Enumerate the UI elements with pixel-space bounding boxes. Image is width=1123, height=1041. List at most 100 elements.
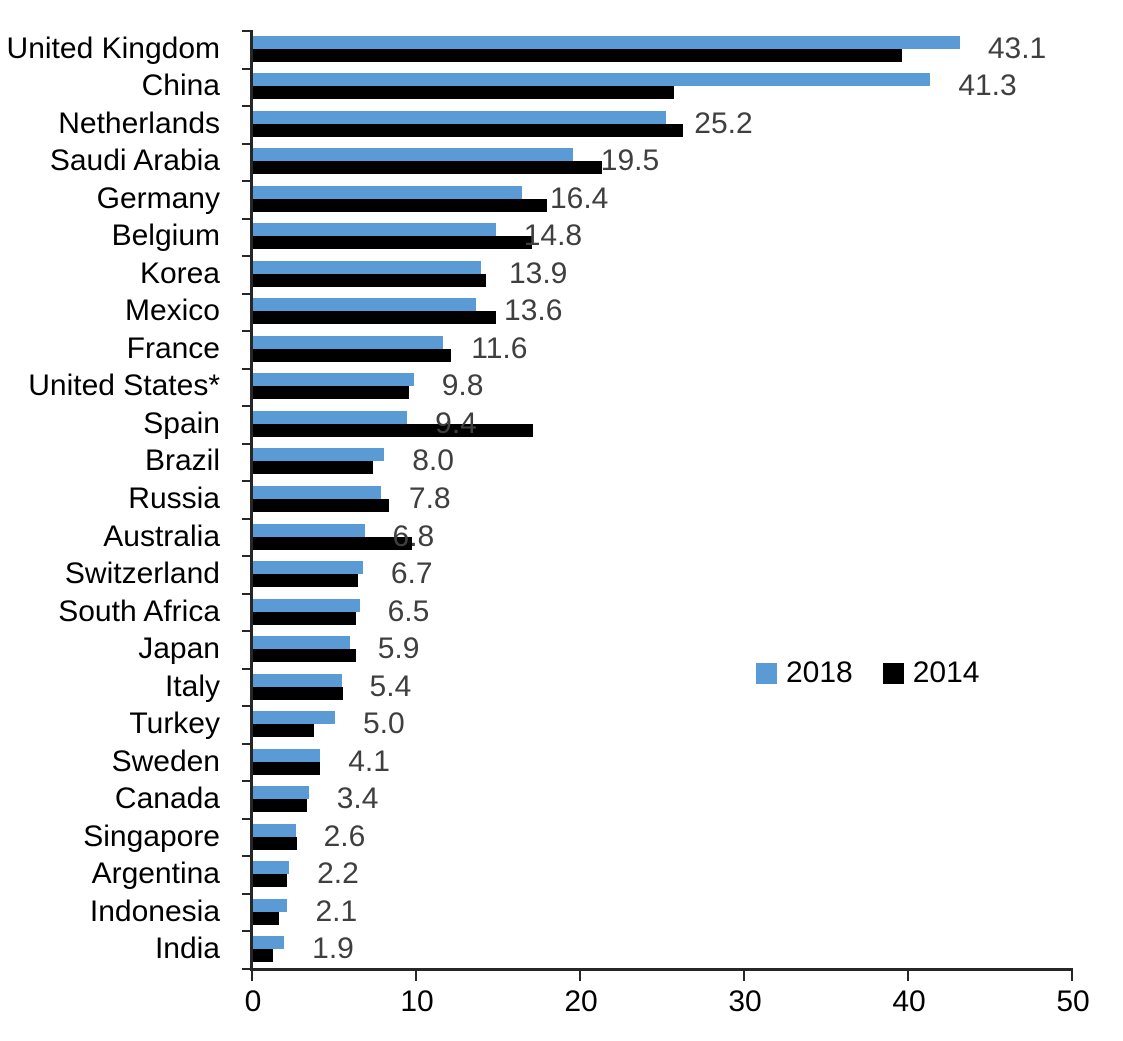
data-label: 25.2 — [694, 106, 753, 140]
bar-2014 — [253, 348, 452, 362]
bar-2014 — [253, 949, 273, 963]
y-axis-tick — [242, 217, 250, 220]
category-label: Korea — [139, 256, 220, 290]
bar-2018 — [253, 73, 931, 87]
bar-2018 — [253, 298, 477, 312]
bar-2014 — [253, 198, 547, 212]
data-label: 5.4 — [369, 669, 412, 703]
y-axis-tick — [242, 742, 250, 745]
bar-2018 — [253, 823, 296, 837]
x-axis-tick — [251, 971, 253, 981]
category-label: Turkey — [129, 707, 220, 741]
x-axis-tick — [1071, 971, 1073, 981]
bar-2014 — [253, 611, 357, 625]
bar-2014 — [253, 836, 298, 850]
category-label: Brazil — [144, 444, 220, 478]
bar-2018 — [253, 748, 321, 762]
data-label: 2.2 — [317, 857, 359, 891]
y-axis-tick — [242, 405, 250, 408]
data-label: 6.8 — [392, 519, 435, 553]
y-axis-tick — [242, 517, 250, 520]
category-label: India — [154, 932, 220, 966]
legend-label-2018: 2018 — [786, 656, 853, 689]
y-axis-tick — [242, 592, 250, 595]
data-label: 13.6 — [504, 294, 563, 328]
bar-2018 — [253, 410, 408, 424]
bar-2018 — [253, 148, 573, 162]
bar-2014 — [253, 911, 280, 925]
category-label: China — [141, 69, 220, 103]
bar-2018 — [253, 448, 385, 462]
bar-2018 — [253, 185, 522, 199]
category-label: Italy — [164, 669, 220, 703]
legend-swatch-2018 — [756, 662, 777, 684]
y-axis-tick — [242, 555, 250, 558]
data-label: 6.5 — [387, 594, 430, 628]
category-label: Singapore — [83, 819, 220, 853]
bar-2018 — [253, 110, 667, 124]
x-axis-tick-label: 20 — [564, 985, 598, 1018]
x-axis-tick — [415, 971, 417, 981]
bar-2014 — [253, 48, 903, 62]
bar-2018 — [253, 561, 363, 575]
bar-2018 — [253, 711, 335, 725]
bar-2014 — [253, 686, 344, 700]
bar-2014 — [253, 499, 390, 512]
category-label: Australia — [103, 519, 220, 553]
x-axis-tick-label: 40 — [892, 985, 926, 1018]
x-axis-tick-label: 50 — [1056, 985, 1090, 1018]
bar-2014 — [253, 273, 486, 287]
bar-2014 — [253, 461, 373, 475]
bar-2014 — [253, 423, 534, 437]
y-axis-tick — [242, 705, 250, 708]
y-axis-tick — [242, 480, 250, 483]
y-axis-tick — [242, 892, 250, 895]
data-label: 3.4 — [336, 782, 379, 816]
bar-2014 — [253, 874, 288, 888]
x-axis-line — [250, 968, 1073, 971]
bar-2014 — [253, 161, 603, 175]
bar-2014 — [253, 86, 675, 100]
bar-2018 — [253, 898, 288, 912]
y-axis-tick — [242, 67, 250, 70]
data-label: 14.8 — [523, 219, 583, 253]
data-label: 8.0 — [412, 444, 454, 478]
bar-2018 — [253, 523, 365, 537]
y-axis-tick — [242, 817, 250, 820]
category-label: Germany — [96, 181, 220, 215]
data-label: 43.1 — [987, 31, 1047, 65]
y-axis-tick — [242, 855, 250, 858]
x-axis-tick-label: 10 — [400, 985, 434, 1018]
y-axis-tick — [242, 30, 250, 32]
bar-2018 — [253, 223, 496, 237]
category-label: United Kingdom — [6, 31, 220, 65]
y-axis-tick — [242, 968, 250, 970]
x-axis-tick-label: 0 — [244, 985, 262, 1018]
bar-2014 — [253, 536, 413, 550]
data-label: 6.7 — [390, 557, 433, 591]
y-axis-tick — [242, 667, 250, 670]
bar-2018 — [253, 936, 285, 950]
bar-2018 — [253, 373, 414, 387]
category-label: France — [126, 331, 220, 365]
y-axis-tick — [242, 142, 250, 145]
data-label: 5.9 — [377, 632, 420, 666]
y-axis-tick — [242, 180, 250, 183]
y-axis-tick — [242, 292, 250, 295]
bar-2018 — [253, 486, 381, 499]
bar-2018 — [253, 786, 309, 800]
data-label: 9.4 — [435, 406, 477, 440]
category-label: Mexico — [124, 294, 220, 328]
bar-2018 — [253, 673, 342, 687]
data-label: 5.0 — [363, 707, 405, 741]
bar-2014 — [253, 761, 321, 775]
legend-swatch-2014 — [882, 662, 904, 684]
x-axis-tick — [907, 971, 909, 981]
bar-2018 — [253, 335, 444, 349]
category-label: Netherlands — [58, 106, 220, 140]
category-label: South Africa — [58, 594, 220, 628]
bar-2014 — [253, 574, 358, 588]
bar-2018 — [253, 35, 960, 49]
category-label: Sweden — [111, 744, 220, 778]
